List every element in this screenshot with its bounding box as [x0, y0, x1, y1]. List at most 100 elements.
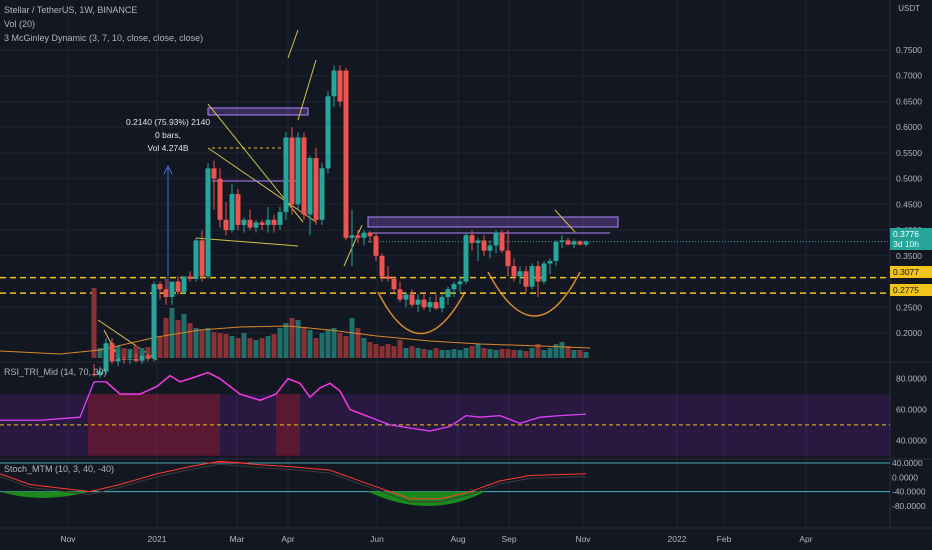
candle-body: [403, 294, 409, 300]
candle-body: [541, 263, 547, 282]
resistance-zone: [367, 216, 619, 228]
candle-body: [451, 284, 457, 290]
volume-bar: [517, 350, 523, 358]
volume-bar: [175, 320, 181, 358]
candle-body: [127, 358, 133, 360]
rsi-line: [0, 371, 587, 432]
candle-body: [109, 343, 115, 362]
rsi-tick-label: 60.0000: [896, 405, 927, 415]
measure-label: 0.2140 (75.93%) 2140 0 bars, Vol 4.274B: [118, 116, 218, 155]
volume-bar: [163, 318, 169, 358]
candle-body: [193, 240, 199, 279]
time-tick-label: Nov: [60, 534, 76, 544]
level-2775-label: 0.2775: [890, 284, 932, 296]
volume-bar: [157, 336, 163, 358]
time-tick-label: Apr: [799, 534, 812, 544]
symbol-legend: Stellar / TetherUS, 1W, BINANCE: [4, 5, 138, 15]
candle-body: [493, 232, 499, 246]
rsi-tick-label: 80.0000: [896, 374, 927, 384]
candle-body: [433, 302, 439, 309]
volume-bar: [319, 333, 325, 358]
candle-body: [235, 194, 241, 225]
candle-body: [457, 281, 463, 285]
time-tick-label: Mar: [230, 534, 245, 544]
time-tick-label: Aug: [450, 534, 465, 544]
candle-body: [337, 70, 343, 102]
candle-body: [367, 232, 373, 237]
volume-bar: [445, 350, 451, 358]
price-tick-label: 0.2500: [896, 302, 922, 312]
volume-bar: [91, 288, 97, 358]
volume-bar: [535, 344, 541, 358]
candle-body: [151, 284, 157, 359]
volume-bar: [283, 323, 289, 358]
volume-bar: [379, 346, 385, 358]
candle-body: [103, 343, 109, 372]
candle-body: [271, 219, 277, 225]
candle-body: [91, 374, 97, 376]
volume-bar: [121, 348, 127, 358]
candle-body: [283, 137, 289, 213]
volume-bar: [499, 349, 505, 358]
volume-bar: [265, 336, 271, 358]
volume-bar: [523, 351, 529, 358]
candle-body: [115, 358, 121, 362]
candle-body: [373, 236, 379, 256]
volume-legend: Vol (20): [4, 19, 36, 29]
volume-bar: [331, 328, 337, 358]
volume-bar: [217, 333, 223, 358]
candle-body: [169, 281, 175, 297]
price-tick-label: 0.5500: [896, 148, 922, 158]
stoch-oversold-fill: [0, 491, 90, 498]
candle-body: [571, 241, 577, 245]
volume-bar: [577, 350, 583, 358]
stoch-tick-label: -40.0000: [892, 487, 926, 497]
candle-body: [175, 281, 181, 292]
time-tick-label: Feb: [717, 534, 732, 544]
volume-bar: [457, 350, 463, 358]
volume-bar: [301, 328, 307, 358]
volume-bar: [463, 348, 469, 358]
volume-bar: [133, 346, 139, 358]
stoch-legend: Stoch_MTM (10, 3, 40, -40): [4, 464, 115, 474]
measure-line-2: 0 bars,: [155, 130, 181, 140]
candle-body: [259, 222, 265, 225]
candle-body: [511, 266, 517, 277]
candle-body: [301, 137, 307, 215]
candle-body: [319, 168, 325, 220]
candle-body: [445, 289, 451, 297]
volume-bar: [421, 349, 427, 358]
volume-bar: [241, 333, 247, 358]
candle-body: [361, 232, 367, 238]
volume-bar: [559, 342, 565, 358]
trend-line: [195, 237, 299, 247]
time-tick-label: 2021: [148, 534, 167, 544]
candle-body: [523, 271, 529, 287]
volume-bar: [277, 328, 283, 358]
volume-bar: [115, 346, 121, 358]
volume-bar: [373, 344, 379, 358]
candle-body: [187, 276, 193, 279]
volume-bar: [487, 349, 493, 358]
volume-bar: [295, 320, 301, 358]
candle-body: [499, 232, 505, 251]
candle-body: [415, 299, 421, 305]
volume-bar: [307, 330, 313, 358]
cup-curve-left: [377, 291, 466, 335]
candle-body: [163, 289, 169, 297]
volume-bar: [349, 318, 355, 358]
candle-body: [253, 222, 259, 228]
candle-body: [577, 241, 583, 245]
candle-body: [505, 250, 511, 267]
volume-bar: [433, 348, 439, 358]
time-tick-label: Jun: [370, 534, 384, 544]
volume-bar: [475, 344, 481, 358]
candle-body: [421, 299, 427, 308]
trend-line: [554, 209, 576, 233]
cup-curve-right: [487, 271, 581, 317]
volume-bar: [427, 350, 433, 358]
candle-body: [325, 96, 331, 169]
candle-body: [349, 235, 355, 238]
candle-body: [133, 358, 139, 361]
